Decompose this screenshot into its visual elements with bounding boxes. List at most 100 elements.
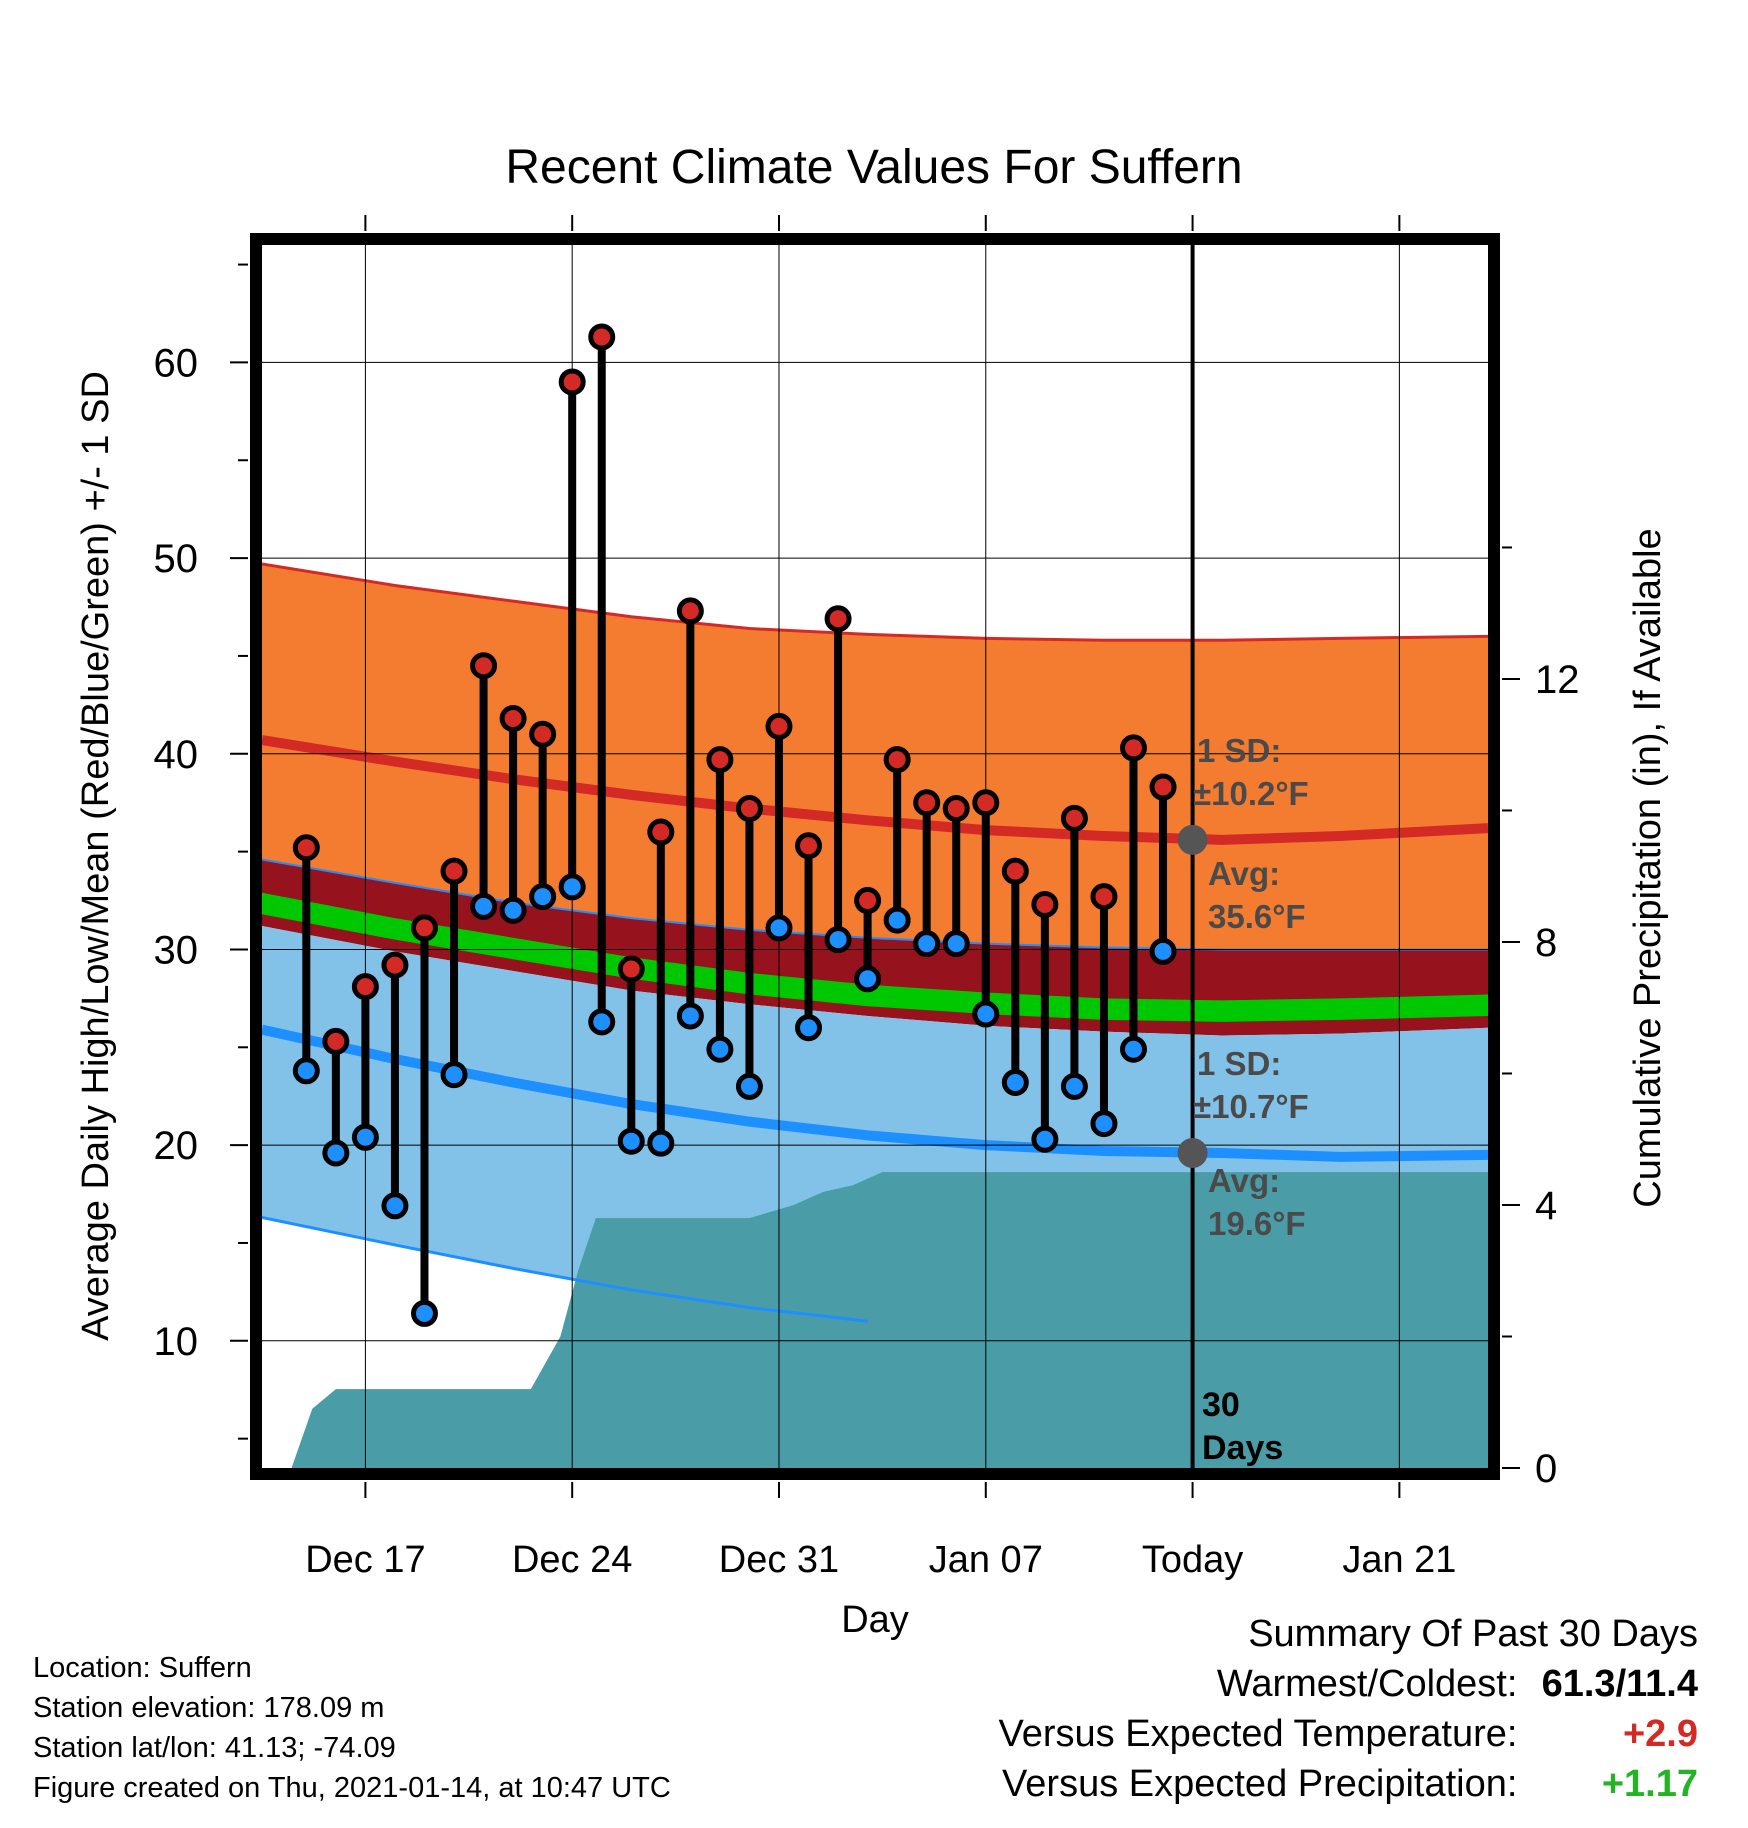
daily-high-point: [1090, 883, 1118, 911]
daily-high-point: [735, 795, 763, 823]
daily-high-point: [795, 832, 823, 860]
left-tick-label: 60: [154, 341, 199, 385]
daily-high-point: [647, 818, 675, 846]
daily-high-point: [588, 323, 616, 351]
created-text: Figure created on Thu, 2021-01-14, at 10…: [33, 1772, 671, 1804]
y-axis-label-right: Cumulative Precipitation (in), If Availa…: [1627, 528, 1669, 1207]
daily-high-point: [440, 857, 468, 885]
daily-low-point: [765, 914, 793, 942]
daily-low-point: [529, 883, 557, 911]
warmest-label: Warmest/Coldest:: [1216, 1663, 1518, 1705]
location-text: Location: Suffern: [33, 1652, 252, 1684]
summary-temp: Versus Expected Temperature: +2.9: [999, 1713, 1698, 1756]
daily-low-point: [1119, 1035, 1147, 1063]
x-tick-label: Dec 17: [305, 1539, 425, 1581]
daily-low-point: [706, 1035, 734, 1063]
precip-value: +1.17: [1601, 1763, 1698, 1805]
daily-high-point: [1031, 890, 1059, 918]
daily-high-point: [765, 712, 793, 740]
days-word: Days: [1202, 1429, 1283, 1467]
high-sd-value: ±10.2°F: [1193, 775, 1309, 812]
days-count: 30: [1202, 1386, 1240, 1424]
daily-low-point: [617, 1127, 645, 1155]
x-tick-label: Today: [1142, 1539, 1243, 1581]
normal-bands: [262, 562, 1488, 1468]
daily-high-point: [1149, 773, 1177, 801]
high-avg-value: 35.6°F: [1208, 898, 1306, 935]
right-tick-label: 12: [1535, 658, 1580, 702]
x-tick-label: Jan 07: [929, 1539, 1043, 1581]
cumulative-precip-area: [291, 1172, 1488, 1468]
station-info: Location: Suffern Station elevation: 178…: [33, 1648, 671, 1808]
daily-high-point: [381, 951, 409, 979]
chart-text: 1 SD: ±10.2°F Avg: 35.6°F 1 SD: ±10.7°F Avg: 19…: [1193, 732, 1309, 1467]
daily-low-point: [854, 965, 882, 993]
x-tick-label: Dec 31: [719, 1539, 839, 1581]
y-axis-label-left: Average Daily High/Low/Mean (Red/Blue/Gr…: [75, 371, 117, 1341]
normal-overlap-band: [262, 859, 1488, 1036]
daily-high-point: [913, 789, 941, 817]
summary-precip: Versus Expected Precipitation: +1.17: [1002, 1763, 1698, 1806]
summary-heading: Summary Of Past 30 Days: [1248, 1613, 1698, 1655]
summary-warmest: Warmest/Coldest: 61.3/11.4: [1217, 1663, 1698, 1706]
daily-low-point: [824, 926, 852, 954]
elevation-text: Station elevation: 178.09 m: [33, 1692, 385, 1724]
daily-low-point: [351, 1123, 379, 1151]
daily-low-point: [440, 1061, 468, 1089]
average-markers: [1177, 824, 1208, 1168]
daily-high-point: [942, 795, 970, 823]
daily-high-point: [676, 597, 704, 625]
low-sd-value: ±10.7°F: [1193, 1088, 1309, 1125]
left-tick-label: 10: [154, 1320, 199, 1364]
daily-high-point: [351, 973, 379, 1001]
daily-high-point: [854, 887, 882, 915]
low-sd-label: 1 SD:: [1197, 1045, 1281, 1082]
daily-low-point: [676, 1002, 704, 1030]
x-axis-label: Day: [841, 1599, 909, 1641]
daily-low-point: [381, 1192, 409, 1220]
left-tick-label: 50: [154, 537, 199, 581]
low-avg-marker: [1177, 1137, 1208, 1168]
high-upper-sd-line: [262, 562, 1488, 642]
daily-range-bars: [302, 336, 1168, 1314]
daily-points: [292, 323, 1177, 1327]
high-sd-label: 1 SD:: [1197, 732, 1281, 769]
daily-high-point: [470, 652, 498, 680]
daily-high-point: [529, 720, 557, 748]
high-avg-label: Avg:: [1208, 855, 1280, 892]
daily-high-point: [1060, 804, 1088, 832]
right-tick-label: 4: [1535, 1184, 1557, 1228]
daily-high-point: [558, 368, 586, 396]
latlon-text: Station lat/lon: 41.13; -74.09: [33, 1732, 396, 1764]
precip-label: Versus Expected Precipitation:: [1002, 1763, 1518, 1805]
daily-high-point: [499, 705, 527, 733]
daily-high-point: [617, 955, 645, 983]
temp-value: +2.9: [1622, 1713, 1698, 1755]
daily-low-point: [470, 892, 498, 920]
daily-high-point: [410, 914, 438, 942]
daily-high-point: [1119, 734, 1147, 762]
daily-low-point: [1031, 1125, 1059, 1153]
daily-low-point: [1090, 1110, 1118, 1138]
warmest-value: 61.3/11.4: [1541, 1663, 1698, 1705]
daily-low-point: [795, 1014, 823, 1042]
daily-high-point: [322, 1027, 350, 1055]
daily-low-point: [1060, 1072, 1088, 1100]
daily-low-point: [647, 1129, 675, 1157]
daily-low-point: [588, 1008, 616, 1036]
low-avg-label: Avg:: [1208, 1162, 1280, 1199]
daily-high-point: [972, 789, 1000, 817]
daily-low-point: [499, 896, 527, 924]
left-tick-label: 40: [154, 733, 199, 777]
x-tick-label: Jan 21: [1342, 1539, 1456, 1581]
daily-low-point: [883, 906, 911, 934]
daily-low-point: [292, 1057, 320, 1085]
daily-low-point: [558, 873, 586, 901]
daily-low-point: [972, 1000, 1000, 1028]
daily-low-point: [735, 1072, 763, 1100]
daily-high-point: [1001, 857, 1029, 885]
normal-high-avg-line: [262, 735, 1488, 845]
daily-high-point: [824, 605, 852, 633]
normal-low-avg-line: [262, 1024, 1488, 1162]
